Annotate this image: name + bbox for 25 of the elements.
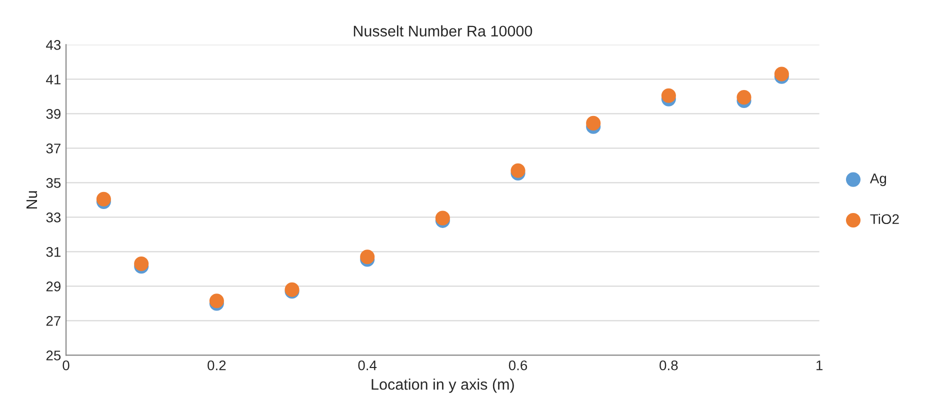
x-tick-label: 1 <box>816 360 823 370</box>
y-tick-label: 43 <box>46 40 61 50</box>
y-tick-label: 31 <box>46 247 60 257</box>
x-axis-title: Location in y axis (m) <box>372 378 514 393</box>
y-tick-label: 29 <box>46 282 61 292</box>
chart-title: Nusselt Number Ra 10000 <box>354 25 532 37</box>
y-tick-label: 39 <box>46 109 61 119</box>
x-tick-label: 0.2 <box>208 360 226 370</box>
x-tick-label: 0.4 <box>358 360 377 370</box>
y-tick-label: 33 <box>46 212 61 222</box>
y-tick-label: 25 <box>46 350 61 360</box>
x-tick-label: 0.8 <box>660 360 678 370</box>
y-tick-label: 35 <box>46 178 61 188</box>
point <box>586 116 601 130</box>
y-tick-label: 41 <box>46 74 60 84</box>
y-axis-title: Nu <box>26 191 38 208</box>
y-tick-label: 37 <box>46 144 60 154</box>
legend-label: Ag <box>870 174 886 186</box>
point <box>661 88 676 103</box>
legend-label: TiO2 <box>870 214 899 224</box>
point <box>736 90 752 105</box>
x-tick-label: 0 <box>62 360 70 370</box>
x-tick-label: 0.6 <box>508 360 528 370</box>
point <box>510 163 526 178</box>
y-tick-label: 27 <box>46 316 60 326</box>
